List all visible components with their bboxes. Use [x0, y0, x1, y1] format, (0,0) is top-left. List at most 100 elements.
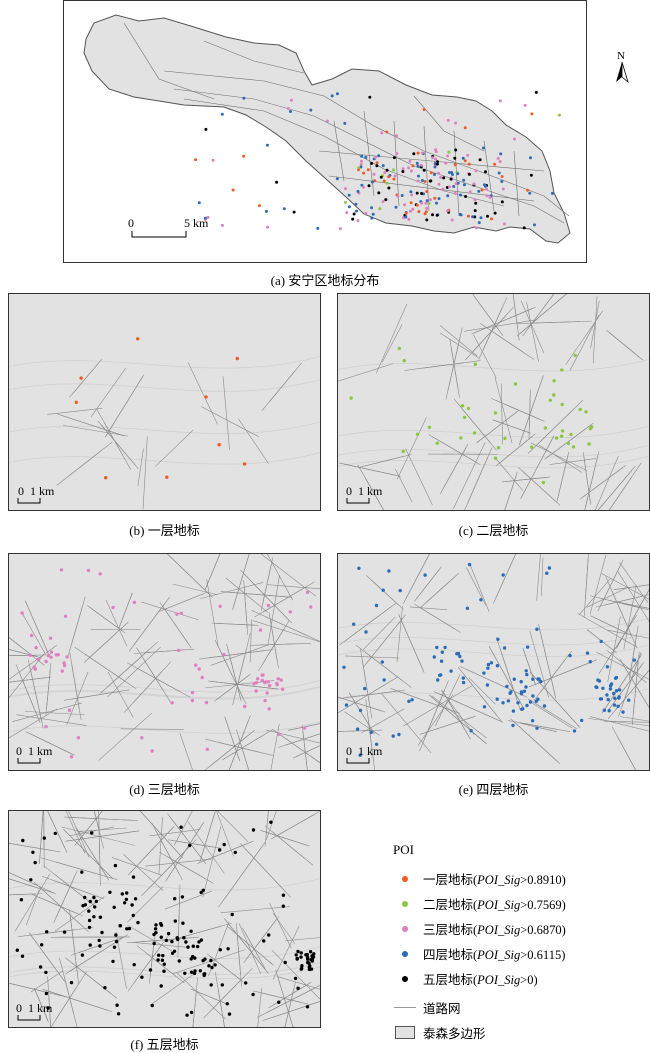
poi-marker [531, 694, 534, 697]
overview-poi-marker [266, 226, 269, 229]
scale-label-d: 0 1 km [16, 744, 52, 759]
poi-marker [402, 450, 405, 453]
poi-marker [21, 955, 24, 958]
overview-poi-marker [454, 192, 457, 195]
poi-marker [494, 411, 497, 414]
poi-marker [173, 897, 176, 900]
poi-marker [133, 963, 136, 966]
poi-marker [34, 861, 37, 864]
poi-marker [114, 864, 117, 867]
poi-marker [268, 684, 271, 687]
poi-marker [589, 660, 592, 663]
poi-marker [98, 944, 101, 947]
poi-marker [352, 623, 355, 626]
map-background [338, 554, 649, 770]
overview-poi-marker [483, 183, 486, 186]
poi-marker [103, 986, 106, 989]
overview-poi-marker [275, 181, 278, 184]
overview-poi-marker [437, 172, 440, 175]
poi-marker [33, 665, 36, 668]
poi-marker [525, 669, 528, 672]
poi-marker [436, 442, 439, 445]
poi-marker [443, 646, 446, 649]
poi-marker [93, 905, 96, 908]
poi-marker [275, 682, 278, 685]
overview-poi-marker [417, 180, 420, 183]
poi-marker [601, 687, 604, 690]
poi-marker [114, 933, 117, 936]
orange-dot-icon [402, 876, 408, 882]
overview-poi-marker [357, 190, 360, 193]
poi-marker [460, 659, 463, 662]
poi-marker [536, 698, 539, 701]
overview-poi-marker [377, 191, 380, 194]
poi-marker [569, 433, 572, 436]
overview-poi-marker [462, 179, 465, 182]
poi-marker [206, 748, 209, 751]
poi-marker [191, 955, 194, 958]
poi-marker [279, 678, 282, 681]
poi-marker [455, 652, 458, 655]
blue-dot-icon [402, 951, 408, 957]
overview-poi-marker [493, 163, 496, 166]
poi-marker [612, 692, 615, 695]
panel-c-layer2-map [337, 293, 650, 511]
poi-marker [524, 685, 527, 688]
overview-poi-marker [454, 149, 457, 152]
overview-poi-marker [497, 157, 500, 160]
overview-poi-marker [198, 201, 201, 204]
overview-poi-marker [425, 190, 428, 193]
poi-marker [190, 1011, 193, 1014]
overview-poi-marker [412, 152, 415, 155]
overview-poi-marker [336, 92, 339, 95]
poi-marker [134, 897, 137, 900]
poi-marker [89, 900, 92, 903]
poi-marker [193, 969, 196, 972]
north-arrow: N [611, 48, 635, 88]
poi-marker [252, 682, 255, 685]
overview-poi-marker [417, 175, 420, 178]
poi-marker [370, 731, 373, 734]
poi-marker [113, 946, 116, 949]
overview-poi-marker [466, 154, 469, 157]
poi-marker [496, 698, 499, 701]
poi-marker [37, 658, 40, 661]
poi-marker [204, 395, 207, 398]
poi-marker [171, 701, 174, 704]
overview-poi-marker [289, 110, 292, 113]
poi-marker [79, 376, 82, 379]
poi-marker [466, 607, 469, 610]
poi-marker [244, 981, 247, 984]
poi-marker [486, 683, 489, 686]
poi-marker [525, 704, 528, 707]
overview-poi-marker [484, 170, 487, 173]
poi-marker [267, 680, 270, 683]
poi-marker [503, 437, 506, 440]
poi-marker [234, 851, 237, 854]
overview-poi-marker [396, 195, 399, 198]
overview-poi-marker [377, 154, 380, 157]
poi-marker [136, 337, 139, 340]
overview-poi-marker [447, 151, 450, 154]
poi-marker [203, 957, 206, 960]
poi-marker [267, 933, 270, 936]
poi-marker [186, 945, 189, 948]
poi-marker [199, 969, 202, 972]
overview-poi-marker [425, 207, 428, 210]
poi-marker [50, 650, 53, 653]
overview-poi-marker [438, 197, 441, 200]
poi-marker [580, 719, 583, 722]
overview-poi-marker [401, 170, 404, 173]
overview-poi-marker [360, 160, 363, 163]
poi-marker [34, 646, 37, 649]
poi-marker [75, 401, 78, 404]
poi-marker [259, 628, 262, 631]
overview-poi-marker [481, 189, 484, 192]
poi-marker [462, 681, 465, 684]
poi-marker [132, 875, 135, 878]
poi-marker [265, 691, 268, 694]
poi-marker [469, 729, 472, 732]
scale-bar-a [132, 231, 186, 237]
poi-marker [595, 686, 598, 689]
poi-marker [70, 755, 73, 758]
